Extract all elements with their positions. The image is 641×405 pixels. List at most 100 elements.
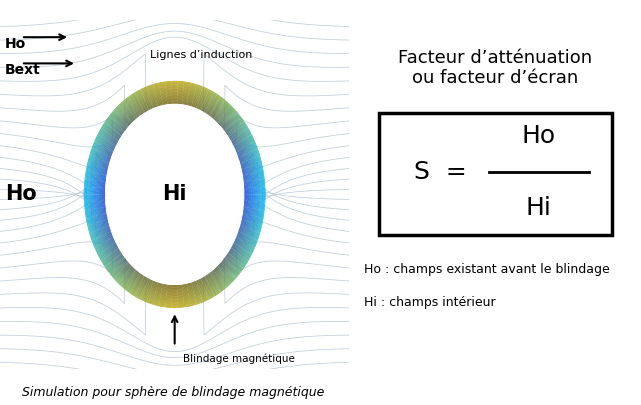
Polygon shape xyxy=(235,120,240,126)
Polygon shape xyxy=(219,120,223,125)
Polygon shape xyxy=(139,112,144,116)
Polygon shape xyxy=(147,283,152,286)
Polygon shape xyxy=(89,179,90,187)
Polygon shape xyxy=(233,261,238,267)
Polygon shape xyxy=(121,270,125,275)
Polygon shape xyxy=(183,90,189,92)
Polygon shape xyxy=(145,98,150,101)
Polygon shape xyxy=(167,96,172,97)
Polygon shape xyxy=(119,112,124,117)
Polygon shape xyxy=(192,102,197,105)
Polygon shape xyxy=(128,102,133,107)
Polygon shape xyxy=(251,159,254,166)
Polygon shape xyxy=(226,130,230,135)
Polygon shape xyxy=(91,209,93,217)
Polygon shape xyxy=(153,104,158,107)
Polygon shape xyxy=(146,101,151,104)
Polygon shape xyxy=(240,233,242,239)
Polygon shape xyxy=(97,215,99,222)
Polygon shape xyxy=(151,101,157,104)
Polygon shape xyxy=(245,201,246,207)
FancyBboxPatch shape xyxy=(378,113,612,235)
Polygon shape xyxy=(183,289,188,291)
Polygon shape xyxy=(134,101,139,105)
Polygon shape xyxy=(102,147,105,153)
Polygon shape xyxy=(104,258,108,265)
Polygon shape xyxy=(190,83,197,85)
Polygon shape xyxy=(183,87,190,89)
Polygon shape xyxy=(88,187,89,194)
Polygon shape xyxy=(147,86,153,89)
Polygon shape xyxy=(246,245,250,252)
Polygon shape xyxy=(113,251,117,257)
Polygon shape xyxy=(187,286,192,288)
Polygon shape xyxy=(159,304,165,306)
Text: Bext: Bext xyxy=(5,63,41,77)
Polygon shape xyxy=(248,153,251,160)
Polygon shape xyxy=(259,187,260,194)
Polygon shape xyxy=(256,232,259,240)
Polygon shape xyxy=(246,253,250,260)
Polygon shape xyxy=(84,202,85,210)
Polygon shape xyxy=(194,293,200,296)
Polygon shape xyxy=(110,145,113,151)
Polygon shape xyxy=(90,179,91,187)
Polygon shape xyxy=(240,226,243,232)
Polygon shape xyxy=(224,270,229,275)
Polygon shape xyxy=(103,260,106,266)
Polygon shape xyxy=(196,301,203,304)
Polygon shape xyxy=(201,93,206,96)
Polygon shape xyxy=(115,277,121,282)
Polygon shape xyxy=(119,130,124,135)
Polygon shape xyxy=(172,94,178,95)
Polygon shape xyxy=(156,96,161,98)
Polygon shape xyxy=(144,96,149,99)
Polygon shape xyxy=(253,188,254,194)
Polygon shape xyxy=(162,100,167,102)
Polygon shape xyxy=(117,265,121,270)
Polygon shape xyxy=(242,132,246,139)
Polygon shape xyxy=(96,159,98,166)
Polygon shape xyxy=(94,202,95,209)
Polygon shape xyxy=(255,194,256,202)
Polygon shape xyxy=(242,250,246,256)
Polygon shape xyxy=(166,296,172,297)
Polygon shape xyxy=(178,83,184,85)
Polygon shape xyxy=(106,134,110,141)
Polygon shape xyxy=(249,230,252,237)
Polygon shape xyxy=(244,243,247,250)
Polygon shape xyxy=(158,103,162,106)
Polygon shape xyxy=(137,277,142,281)
Polygon shape xyxy=(126,120,130,125)
Polygon shape xyxy=(117,256,121,262)
Polygon shape xyxy=(156,97,162,99)
Polygon shape xyxy=(136,105,141,109)
Polygon shape xyxy=(135,281,140,286)
Polygon shape xyxy=(204,284,209,287)
Polygon shape xyxy=(237,136,240,143)
Polygon shape xyxy=(207,108,212,112)
Polygon shape xyxy=(135,271,139,275)
Polygon shape xyxy=(201,294,207,297)
Polygon shape xyxy=(133,99,138,103)
Polygon shape xyxy=(85,179,87,187)
Polygon shape xyxy=(148,279,153,282)
Polygon shape xyxy=(92,240,95,248)
Polygon shape xyxy=(129,105,135,110)
Polygon shape xyxy=(87,218,88,226)
Polygon shape xyxy=(172,294,178,295)
Polygon shape xyxy=(229,135,232,141)
Polygon shape xyxy=(102,188,103,194)
Polygon shape xyxy=(214,93,220,97)
Polygon shape xyxy=(201,109,206,112)
Polygon shape xyxy=(209,104,214,108)
Polygon shape xyxy=(247,237,251,244)
Polygon shape xyxy=(115,243,118,248)
Polygon shape xyxy=(246,194,247,201)
Polygon shape xyxy=(237,151,240,157)
Polygon shape xyxy=(212,96,218,101)
Polygon shape xyxy=(224,113,229,118)
Polygon shape xyxy=(239,116,244,122)
Polygon shape xyxy=(239,257,243,263)
Polygon shape xyxy=(99,194,100,201)
